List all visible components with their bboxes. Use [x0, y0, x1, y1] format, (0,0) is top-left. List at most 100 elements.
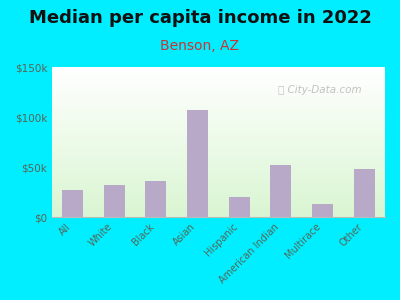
Bar	[52, 130, 385, 131]
Bar	[52, 216, 385, 217]
Bar	[52, 67, 385, 68]
Bar	[52, 200, 385, 201]
Bar	[52, 145, 385, 146]
Bar	[52, 93, 385, 94]
Bar	[52, 171, 385, 172]
Bar	[52, 106, 385, 107]
Bar	[52, 193, 385, 194]
Bar	[52, 75, 385, 76]
Bar	[52, 209, 385, 210]
Bar	[52, 173, 385, 174]
Bar	[52, 198, 385, 199]
Bar	[52, 103, 385, 104]
Bar	[52, 149, 385, 150]
Bar	[52, 100, 385, 101]
Bar	[52, 181, 385, 182]
Bar	[52, 211, 385, 212]
Bar	[52, 206, 385, 207]
Bar	[52, 104, 385, 105]
Bar	[52, 210, 385, 211]
Bar	[52, 131, 385, 132]
Bar	[52, 182, 385, 183]
Bar	[52, 73, 385, 74]
Bar	[52, 70, 385, 71]
Bar	[52, 139, 385, 140]
Bar	[52, 105, 385, 106]
Bar	[312, 204, 333, 217]
Bar	[52, 190, 385, 191]
Bar	[52, 123, 385, 124]
Bar	[52, 140, 385, 141]
Bar	[52, 119, 385, 120]
Bar	[52, 176, 385, 177]
Bar	[52, 205, 385, 206]
Bar	[52, 144, 385, 145]
Bar	[52, 115, 385, 116]
Bar	[52, 195, 385, 196]
Bar	[52, 174, 385, 175]
Bar	[52, 136, 385, 137]
Bar	[52, 96, 385, 97]
Bar	[52, 199, 385, 200]
Bar	[52, 155, 385, 156]
Bar	[52, 161, 385, 162]
Bar	[52, 76, 385, 77]
Bar	[52, 169, 385, 170]
Bar	[52, 158, 385, 159]
Bar	[52, 86, 385, 87]
Bar	[52, 189, 385, 190]
Bar	[52, 84, 385, 85]
Bar	[52, 213, 385, 214]
Bar	[52, 71, 385, 72]
Bar	[52, 101, 385, 102]
Bar	[52, 88, 385, 89]
Bar	[52, 162, 385, 163]
Bar	[52, 134, 385, 135]
Bar	[52, 116, 385, 117]
Bar	[52, 94, 385, 95]
Bar	[52, 124, 385, 125]
Bar	[52, 109, 385, 110]
Bar	[52, 89, 385, 90]
Bar	[52, 186, 385, 187]
Bar	[52, 197, 385, 198]
Bar	[52, 77, 385, 78]
Bar	[52, 107, 385, 108]
Bar	[229, 197, 250, 217]
Bar	[104, 185, 124, 217]
Bar	[52, 72, 385, 73]
Bar	[52, 81, 385, 82]
Bar	[52, 80, 385, 81]
Bar	[52, 114, 385, 115]
Bar	[52, 90, 385, 91]
Bar	[52, 79, 385, 80]
Bar	[52, 150, 385, 151]
Bar	[52, 137, 385, 138]
Bar	[52, 160, 385, 161]
Bar	[52, 148, 385, 149]
Bar	[52, 98, 385, 99]
Bar	[52, 188, 385, 189]
Bar	[52, 203, 385, 204]
Bar	[52, 102, 385, 103]
Bar	[52, 179, 385, 180]
Text: ⓘ City-Data.com: ⓘ City-Data.com	[278, 85, 362, 94]
Bar	[52, 177, 385, 178]
Bar	[52, 165, 385, 166]
Bar	[52, 147, 385, 148]
Bar	[52, 122, 385, 123]
Bar	[52, 166, 385, 167]
Bar	[52, 92, 385, 93]
Bar	[52, 91, 385, 92]
Bar	[52, 184, 385, 185]
Bar	[52, 208, 385, 209]
Bar	[52, 69, 385, 70]
Bar	[52, 167, 385, 168]
Bar	[52, 143, 385, 144]
Bar	[52, 157, 385, 158]
Bar	[52, 141, 385, 142]
Bar	[52, 164, 385, 165]
Bar	[354, 169, 374, 217]
Bar	[52, 185, 385, 186]
Bar	[52, 168, 385, 169]
